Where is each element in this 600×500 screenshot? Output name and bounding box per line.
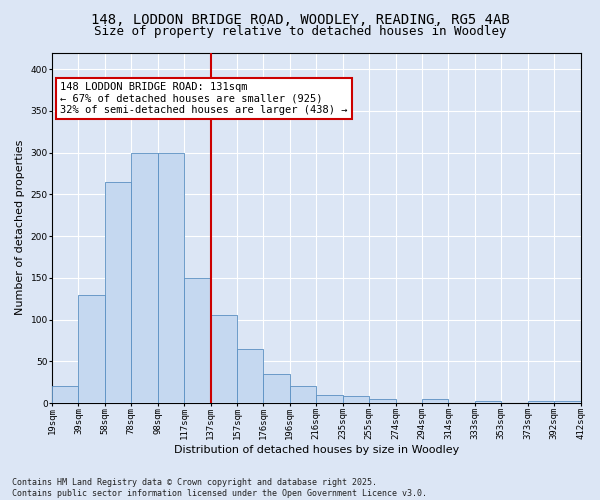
Bar [131,152,158,403]
Bar [316,394,343,403]
Bar [237,349,263,403]
Bar [263,374,290,403]
Bar [184,278,211,403]
Bar [527,400,554,403]
Bar [79,294,105,403]
Bar [369,399,395,403]
Text: Size of property relative to detached houses in Woodley: Size of property relative to detached ho… [94,25,506,38]
Bar [343,396,369,403]
Bar [211,316,237,403]
Y-axis label: Number of detached properties: Number of detached properties [15,140,25,316]
Bar [105,182,131,403]
Bar [475,400,501,403]
Text: 148, LODDON BRIDGE ROAD, WOODLEY, READING, RG5 4AB: 148, LODDON BRIDGE ROAD, WOODLEY, READIN… [91,12,509,26]
Text: 148 LODDON BRIDGE ROAD: 131sqm
← 67% of detached houses are smaller (925)
32% of: 148 LODDON BRIDGE ROAD: 131sqm ← 67% of … [60,82,347,115]
Bar [52,386,79,403]
X-axis label: Distribution of detached houses by size in Woodley: Distribution of detached houses by size … [173,445,459,455]
Bar [554,402,581,403]
Bar [158,152,184,403]
Bar [290,386,316,403]
Text: Contains HM Land Registry data © Crown copyright and database right 2025.
Contai: Contains HM Land Registry data © Crown c… [12,478,427,498]
Bar [422,399,448,403]
